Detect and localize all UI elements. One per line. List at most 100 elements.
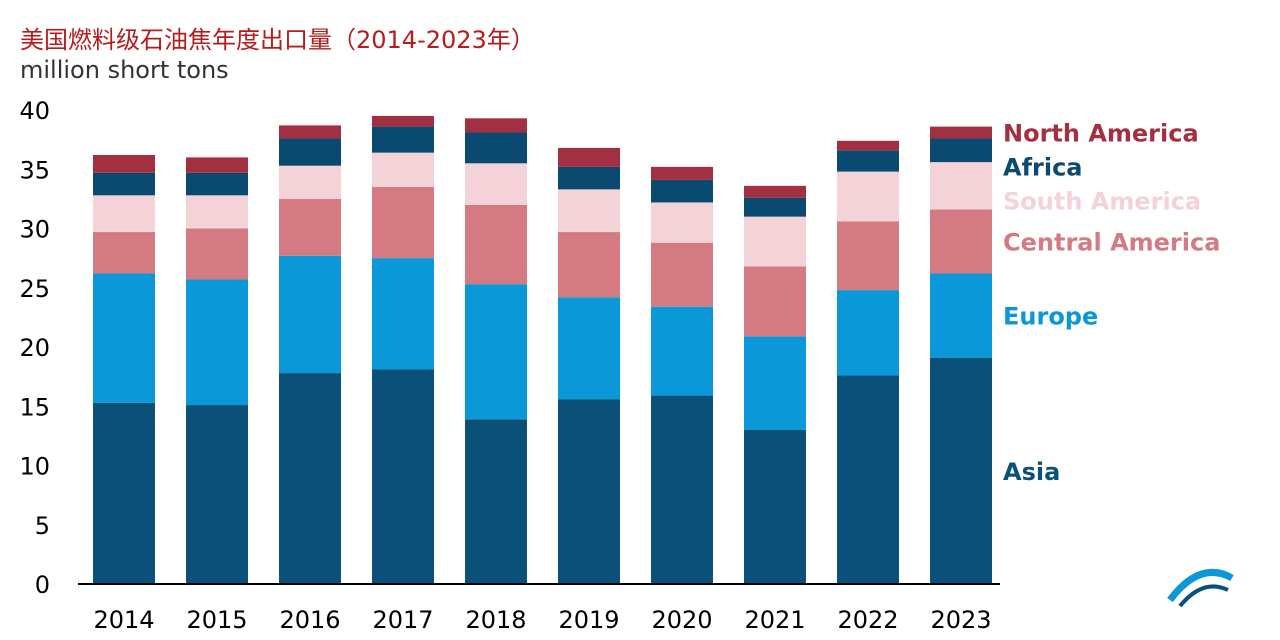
bar-stack-2018 [465, 118, 527, 584]
x-tick-label: 2023 [930, 606, 991, 634]
y-tick-label: 10 [19, 453, 50, 481]
bar-segment-asia [744, 429, 806, 584]
eia-logo-icon [1167, 568, 1234, 608]
x-tick-label: 2019 [558, 606, 619, 634]
bar-segment-europe [744, 336, 806, 430]
bar-segment-europe [93, 273, 155, 403]
bar-segment-central-america [465, 204, 527, 285]
bar-segment-north-america [279, 125, 341, 139]
bar-segment-south-america [837, 171, 899, 222]
bar-stack-2020 [651, 166, 713, 584]
x-tick-label: 2022 [837, 606, 898, 634]
bar-segment-central-america [93, 232, 155, 274]
bar-segment-south-america [279, 165, 341, 199]
bar-segment-africa [279, 138, 341, 166]
x-tick-label: 2017 [372, 606, 433, 634]
bar-segment-asia [930, 357, 992, 584]
bar-segment-europe [372, 258, 434, 370]
x-tick-label: 2018 [465, 606, 526, 634]
bar-segment-central-america [186, 228, 248, 280]
y-axis-ticks: 0 5 10 15 20 25 30 35 40 [19, 97, 50, 599]
bar-stack-2015 [186, 157, 248, 584]
bar-segment-north-america [372, 115, 434, 127]
legend-label-south-america: South America [1003, 188, 1201, 216]
bar-segment-north-america [186, 157, 248, 173]
bar-segment-africa [93, 172, 155, 196]
bar-segment-south-america [744, 216, 806, 267]
bar-segment-africa [186, 172, 248, 196]
bar-segment-europe [465, 284, 527, 420]
bar-stack-2023 [930, 126, 992, 584]
bar-segment-central-america [744, 266, 806, 337]
bar-segment-europe [558, 297, 620, 400]
bar-segment-asia [837, 375, 899, 584]
legend-label-north-america: North America [1003, 120, 1199, 148]
bar-segment-central-america [558, 232, 620, 298]
legend-label-africa: Africa [1003, 154, 1083, 182]
bar-segment-africa [558, 166, 620, 190]
bar-segment-central-america [837, 221, 899, 291]
x-tick-label: 2021 [744, 606, 805, 634]
bar-segment-europe [186, 279, 248, 406]
bar-segment-asia [186, 405, 248, 584]
bar-segment-europe [930, 273, 992, 358]
legend-label-central-america: Central America [1003, 229, 1220, 257]
legend-label-europe: Europe [1003, 303, 1098, 331]
bar-segment-asia [558, 399, 620, 584]
y-tick-label: 40 [19, 97, 50, 125]
bar-segment-central-america [930, 209, 992, 274]
bar-segment-south-america [372, 152, 434, 188]
bar-segment-south-america [93, 195, 155, 233]
bar-segment-europe [279, 255, 341, 374]
bar-segment-africa [465, 132, 527, 164]
bar-segment-africa [372, 126, 434, 153]
bar-segment-south-america [651, 202, 713, 243]
y-tick-label: 35 [19, 156, 50, 184]
y-tick-label: 20 [19, 334, 50, 362]
bar-segment-europe [651, 306, 713, 396]
x-tick-label: 2014 [93, 606, 154, 634]
bar-segment-asia [651, 395, 713, 584]
y-tick-label: 15 [19, 393, 50, 421]
x-axis-ticks: 2014 2015 2016 2017 2018 2019 2020 2021 2022 2023 [93, 606, 991, 634]
bar-segment-north-america [651, 166, 713, 180]
y-tick-label: 25 [19, 275, 50, 303]
bar-stack-2021 [744, 185, 806, 584]
legend-label-asia: Asia [1003, 458, 1060, 486]
bar-segment-asia [93, 402, 155, 584]
bar-segment-central-america [651, 242, 713, 307]
bar-stack-2022 [837, 140, 899, 584]
bar-segment-south-america [186, 195, 248, 229]
y-axis-unit-label: million short tons [20, 56, 229, 84]
bar-segment-north-america [837, 140, 899, 151]
bar-segment-asia [465, 419, 527, 584]
bar-segment-africa [744, 197, 806, 217]
bar-stack-2014 [93, 155, 155, 584]
bar-segment-north-america [558, 147, 620, 167]
bar-segment-europe [837, 290, 899, 376]
x-tick-label: 2015 [186, 606, 247, 634]
bar-stack-2019 [558, 147, 620, 584]
bar-segment-africa [930, 138, 992, 163]
x-tick-label: 2020 [651, 606, 712, 634]
bar-segment-south-america [558, 189, 620, 233]
bar-segment-north-america [930, 126, 992, 139]
y-tick-label: 30 [19, 216, 50, 244]
bar-segment-north-america [93, 155, 155, 173]
bar-segment-north-america [465, 118, 527, 133]
x-tick-label: 2016 [279, 606, 340, 634]
bar-stack-2017 [372, 115, 434, 584]
bar-segment-africa [837, 150, 899, 172]
bar-segment-central-america [279, 198, 341, 256]
legend: Asia Europe Central America South America Af… [1003, 120, 1220, 486]
y-tick-label: 0 [35, 571, 50, 599]
chart-title: 美国燃料级石油焦年度出口量（2014-2023年） [20, 26, 535, 54]
bar-segment-asia [372, 369, 434, 584]
bar-segment-south-america [465, 163, 527, 205]
bar-segment-africa [651, 179, 713, 203]
bar-segment-central-america [372, 187, 434, 259]
bar-segment-north-america [744, 185, 806, 198]
bar-segment-asia [279, 373, 341, 584]
bar-stack-2016 [279, 125, 341, 584]
